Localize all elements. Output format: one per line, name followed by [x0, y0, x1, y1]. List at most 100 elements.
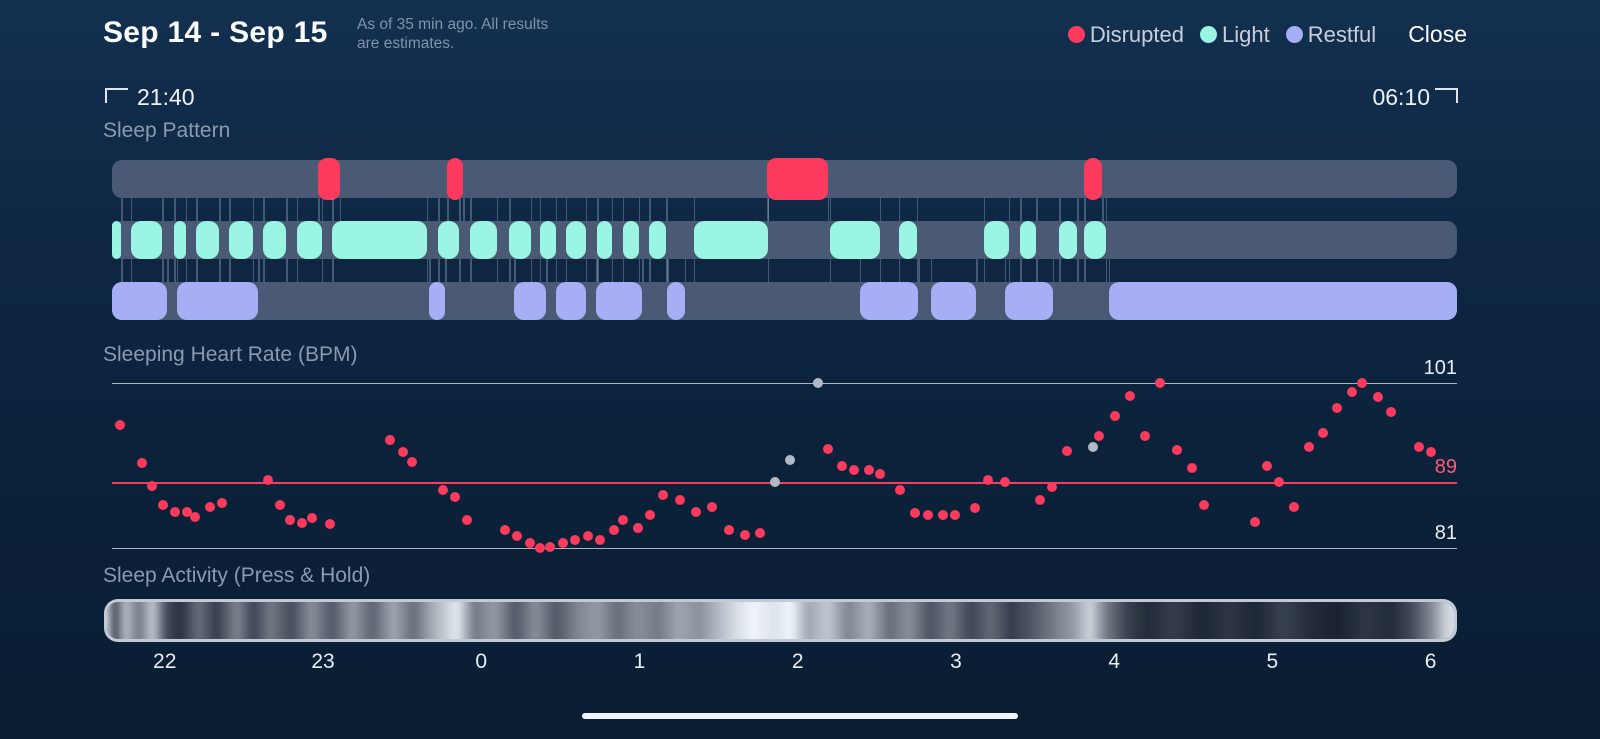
stage-transition-line — [496, 259, 499, 282]
legend-dot-disrupted-icon — [1067, 26, 1085, 43]
stage-transition-line — [879, 198, 882, 221]
sleep-segment-restful — [514, 282, 547, 320]
heart-rate-point — [755, 528, 766, 539]
stage-transition-line — [229, 198, 231, 221]
disrupted-track — [112, 158, 1457, 200]
sleep-segment-light — [983, 221, 1009, 259]
window-start-time: 21:40 — [137, 84, 195, 110]
heart-rate-point — [511, 531, 522, 542]
stage-transition-line — [162, 259, 164, 282]
stage-transition-line — [219, 259, 221, 282]
stage-transition-line — [611, 259, 614, 282]
heart-rate-point — [938, 510, 949, 520]
heart-rate-point — [822, 444, 833, 454]
stage-transition-line — [263, 259, 265, 282]
estimated-point — [813, 378, 824, 388]
stage-transition-line — [258, 259, 260, 282]
heart-rate-point — [690, 506, 701, 517]
stage-transition-line — [447, 198, 449, 221]
stage-transition-line — [565, 259, 568, 282]
legend-item-light: Light — [1199, 21, 1270, 48]
stage-transition-line — [1036, 198, 1038, 221]
stage-transition-line — [555, 259, 558, 282]
stage-transition-line — [918, 259, 920, 282]
stage-transition-line — [1102, 198, 1104, 221]
heart-rate-chart[interactable]: 101 89 81 — [112, 357, 1457, 553]
stage-transition-line — [916, 198, 919, 221]
heart-rate-point — [1274, 477, 1285, 487]
heart-rate-point — [569, 534, 580, 545]
heart-rate-point — [1262, 460, 1273, 471]
time-axis: 22 23 0 1 2 3 4 5 6 — [112, 650, 1457, 676]
stage-transition-line — [767, 198, 770, 221]
heart-rate-point — [970, 503, 981, 514]
heart-rate-point — [1125, 391, 1136, 402]
heart-rate-point — [449, 491, 460, 502]
stage-transition-line — [426, 259, 429, 282]
sleep-segment-light — [130, 221, 163, 259]
sleep-segment-light — [174, 221, 186, 259]
stage-transition-line — [185, 198, 188, 221]
stage-transition-line — [1077, 198, 1079, 221]
stage-transition-line — [263, 198, 265, 221]
stage-transition-line — [470, 198, 472, 221]
heart-rate-point — [923, 510, 934, 520]
sleep-segment-disrupted — [447, 158, 464, 200]
home-indicator[interactable] — [582, 713, 1018, 719]
date-range: Sep 14 - Sep 15 — [103, 16, 328, 49]
heart-rate-point — [909, 507, 920, 518]
heart-rate-point — [397, 447, 408, 458]
heart-rate-point — [895, 485, 906, 496]
y-axis-label: 101 — [1423, 357, 1457, 379]
stage-transition-line — [176, 259, 179, 282]
sleep-segment-disrupted — [1084, 158, 1103, 200]
sleep-segment-restful — [176, 282, 259, 320]
heart-rate-point — [263, 475, 274, 486]
heart-rate-point — [1199, 500, 1210, 511]
stage-transition-line — [196, 259, 198, 282]
stage-transition-line — [196, 198, 198, 221]
heart-rate-point — [545, 542, 556, 553]
heart-rate-point — [205, 501, 216, 512]
legend-label: Restful — [1307, 21, 1377, 47]
stage-transition-line — [642, 259, 644, 282]
heart-rate-point — [1289, 501, 1300, 512]
legend-label: Light — [1221, 21, 1270, 47]
heart-rate-point — [706, 501, 717, 512]
sleep-segment-restful — [112, 282, 167, 320]
stage-transition-line — [252, 198, 255, 221]
stage-transition-line — [470, 259, 472, 282]
x-axis-label: 0 — [475, 650, 488, 673]
heart-rate-point — [1250, 517, 1261, 528]
stage-transition-line — [162, 198, 164, 221]
gridline — [112, 383, 1457, 384]
estimated-point — [1087, 442, 1098, 453]
sleep-pattern-chart[interactable] — [112, 158, 1457, 320]
close-button[interactable]: Close — [1408, 21, 1467, 47]
stage-transition-line — [983, 198, 986, 221]
stage-transition-line — [121, 259, 123, 282]
header-legend-row: Disrupted Light Restful Close — [1067, 21, 1467, 48]
sleep-segment-disrupted — [318, 158, 340, 200]
stage-transition-line — [174, 198, 176, 221]
sleep-segment-restful — [596, 282, 643, 320]
stage-transition-line — [1020, 198, 1022, 221]
sleep-activity-strip[interactable] — [104, 599, 1457, 642]
heart-rate-point — [1347, 387, 1358, 398]
stage-transition-line — [339, 198, 342, 221]
stage-transition-line — [1059, 198, 1061, 221]
y-axis-label: 89 — [1434, 456, 1457, 478]
stage-transition-line — [1059, 259, 1061, 282]
light-track — [112, 221, 1457, 259]
stage-transition-line — [1108, 259, 1111, 282]
sleep-segment-restful — [1108, 282, 1457, 320]
stage-transition-line — [879, 259, 882, 282]
stage-transition-line — [121, 198, 123, 221]
stage-transition-line — [438, 259, 440, 282]
heart-rate-point — [158, 500, 169, 511]
stage-transition-line — [496, 198, 499, 221]
legend-label: Disrupted — [1089, 21, 1184, 47]
stage-transition-line — [597, 198, 599, 221]
stage-transition-line — [666, 259, 668, 282]
